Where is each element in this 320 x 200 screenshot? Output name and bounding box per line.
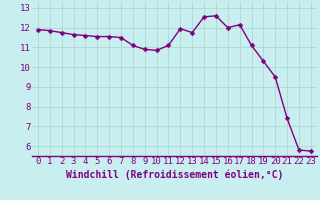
- X-axis label: Windchill (Refroidissement éolien,°C): Windchill (Refroidissement éolien,°C): [66, 169, 283, 180]
